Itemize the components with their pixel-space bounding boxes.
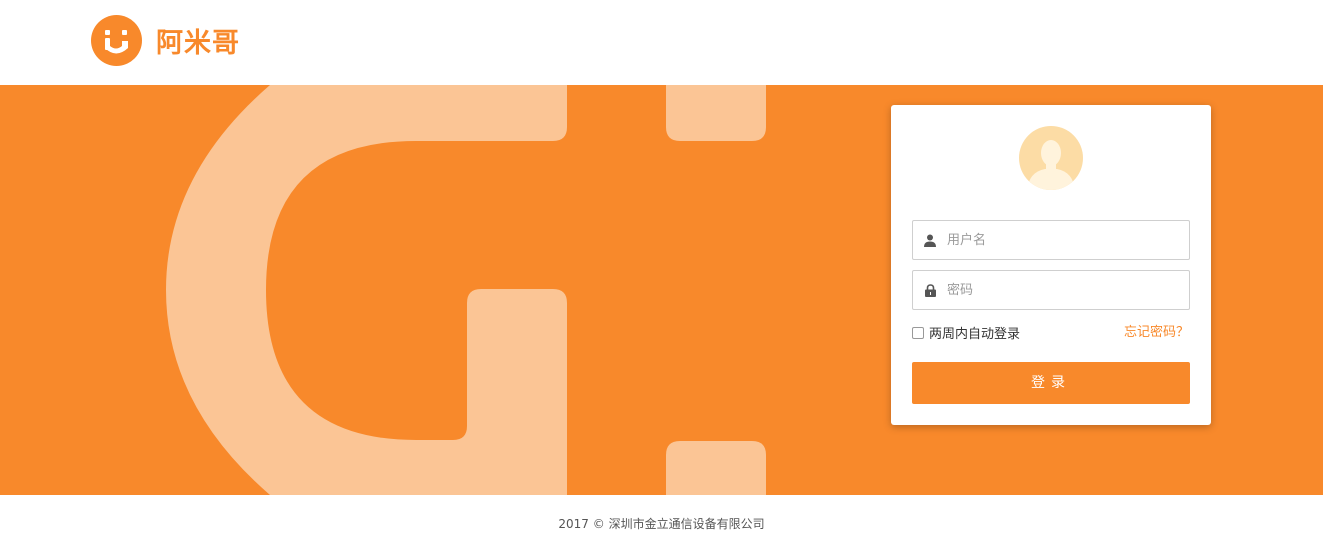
forgot-password-link[interactable]: 忘记密码？ (1123, 325, 1189, 340)
user-avatar-icon (1019, 126, 1083, 190)
smile-logo-icon (91, 15, 142, 66)
lock-icon (913, 271, 947, 309)
remember-label: 两周内自动登录 (929, 327, 1021, 342)
banner-block-bottom (666, 441, 766, 495)
banner-graphic (166, 85, 766, 495)
copyright-text: 2017 © 深圳市金立通信设备有限公司 (558, 517, 765, 531)
user-icon (913, 221, 947, 259)
page-header: 阿米哥 (0, 0, 1323, 85)
logo-text: 阿米哥 (156, 28, 240, 59)
login-button[interactable]: 登录 (912, 362, 1190, 404)
remember-me[interactable]: 两周内自动登录 (912, 323, 1020, 342)
banner-letter-g (166, 85, 567, 495)
password-field[interactable] (912, 270, 1190, 310)
banner-block-top (666, 85, 766, 141)
username-field[interactable] (912, 220, 1190, 260)
remember-checkbox[interactable] (912, 326, 924, 339)
login-card: 两周内自动登录 忘记密码？ 登录 (891, 105, 1211, 425)
password-input[interactable] (947, 272, 1189, 308)
page-footer: 2017 © 深圳市金立通信设备有限公司 (0, 495, 1323, 543)
brand-logo[interactable]: 阿米哥 (91, 15, 240, 66)
username-input[interactable] (947, 222, 1189, 258)
